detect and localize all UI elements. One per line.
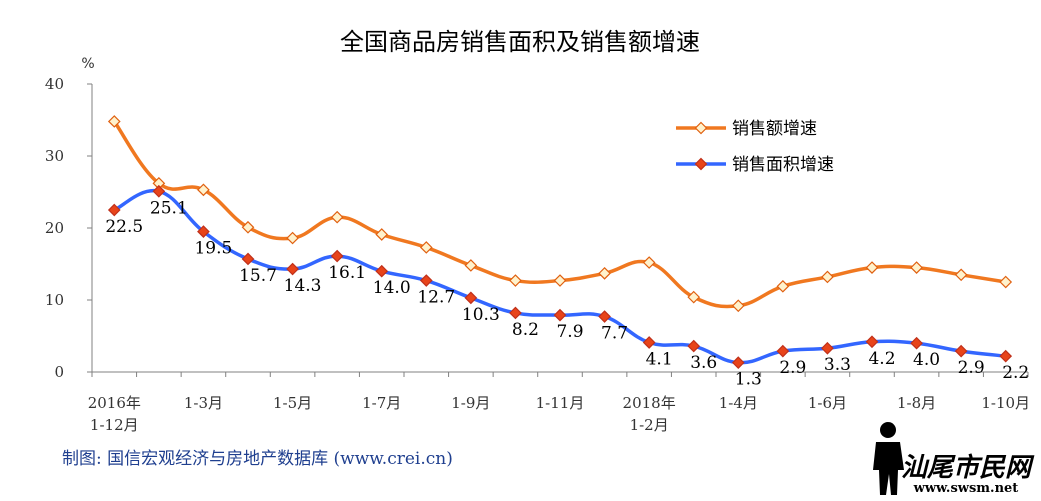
data-point-marker [241,252,255,266]
y-axis-unit-label: % [81,56,94,72]
data-point-marker [107,203,121,217]
data-point-marker [598,267,611,280]
legend-marker [694,157,708,171]
data-point-marker [509,274,522,287]
data-point-marker [954,344,968,358]
legend-label: 销售额增速 [732,119,817,139]
data-label: 2.2 [1002,363,1029,383]
data-label: 14.0 [373,278,411,298]
x-tick-label: 1-6月 [808,394,847,412]
data-point-marker [954,268,968,282]
chart-title: 全国商品房销售面积及销售额增速 [340,28,700,56]
x-tick-label: 1-12月 [90,416,139,434]
data-point-marker [821,270,834,284]
x-tick-label: 2016年 [88,394,141,412]
x-tick-label: 1-8月 [897,394,936,412]
y-tick-label: 0 [54,363,64,381]
data-label: 4.0 [913,350,940,370]
data-point-marker [731,299,745,313]
data-point-marker [330,210,344,224]
data-point-marker [687,290,701,304]
data-label: 12.7 [417,288,455,308]
data-label: 19.5 [194,239,232,259]
data-label: 3.3 [824,355,851,375]
data-point-marker [419,241,433,254]
data-point-marker [642,336,656,349]
data-point-marker [107,115,121,128]
data-point-marker [464,291,478,305]
legend-marker [694,121,708,135]
data-point-marker [776,344,790,358]
data-label: 1.3 [735,370,762,390]
data-label: 25.1 [150,198,188,218]
y-tick-label: 30 [45,147,64,165]
x-tick-label: 1-9月 [451,394,490,412]
data-label: 2.9 [779,358,806,378]
data-point-marker [375,228,389,241]
data-point-marker [241,220,255,234]
data-label: 8.2 [512,320,539,340]
data-point-marker [910,336,923,350]
data-label: 2.9 [958,358,985,378]
watermark-url: www.swsm.net [913,481,1019,496]
data-point-marker [197,183,210,197]
source-note: 制图: 国信宏观经济与房地产数据库 (www.crei.cn) [62,449,453,469]
data-label: 7.7 [601,324,628,344]
data-point-marker [464,259,478,272]
data-point-marker [731,356,745,369]
x-tick-label: 1-7月 [362,394,401,412]
y-tick-label: 40 [45,75,64,93]
y-tick-label: 20 [45,219,64,237]
data-point-marker [642,256,656,269]
data-label: 22.5 [105,217,143,237]
data-label: 7.9 [556,322,583,342]
x-tick-label: 1-2月 [630,416,669,434]
data-point-marker [999,349,1013,363]
person-silhouette-icon [873,422,904,495]
x-tick-label: 1-11月 [536,394,585,412]
data-label: 4.2 [868,349,895,369]
data-point-marker [865,261,879,274]
data-point-marker [152,184,166,198]
data-point-marker [598,310,611,323]
data-point-marker [286,262,299,276]
axes: 0 10 20 30 40 2016年 1-12月 1-3月 1-5月 1-7月 1-9月 1-11月… [45,75,1030,434]
data-label: 4.1 [646,349,673,369]
data-point-marker [330,249,344,263]
y-tick-label: 10 [45,291,64,309]
data-point-marker [509,306,522,320]
data-point-marker [419,274,433,287]
series-layer: 22.5 25.1 19.5 15.7 14.3 16.1 14.0 12.7 10.3 8.2 7… [105,115,1029,390]
data-point-marker [687,339,701,353]
data-point-marker [197,225,210,238]
data-point-marker [999,275,1013,289]
x-tick-label: 1-3月 [184,394,223,412]
series-sales-amount [107,115,1013,313]
data-point-marker [375,264,389,278]
data-point-marker [910,261,923,274]
watermark-text: 汕尾市民网 [901,453,1035,483]
data-label: 14.3 [284,276,322,296]
data-label: 16.1 [328,263,366,283]
data-point-marker [865,335,879,349]
data-point-marker [553,274,567,287]
data-label: 15.7 [239,266,277,286]
x-tick-label: 1-10月 [981,394,1030,412]
watermark-logo: 汕尾市民网 www.swsm.net [873,422,1035,496]
data-label: 3.6 [690,353,717,373]
x-tick-label: 1-5月 [273,394,312,412]
x-tick-label: 2018年 [623,394,676,412]
data-label: 10.3 [462,305,500,325]
data-point-marker [286,231,299,245]
data-point-marker [776,279,790,293]
series-sales-area: 22.5 25.1 19.5 15.7 14.3 16.1 14.0 12.7 10.3 8.2 7… [105,184,1029,390]
data-point-marker [553,308,567,322]
data-point-marker [821,341,834,355]
legend-label: 销售面积增速 [732,155,834,175]
x-tick-label: 1-4月 [719,394,758,412]
